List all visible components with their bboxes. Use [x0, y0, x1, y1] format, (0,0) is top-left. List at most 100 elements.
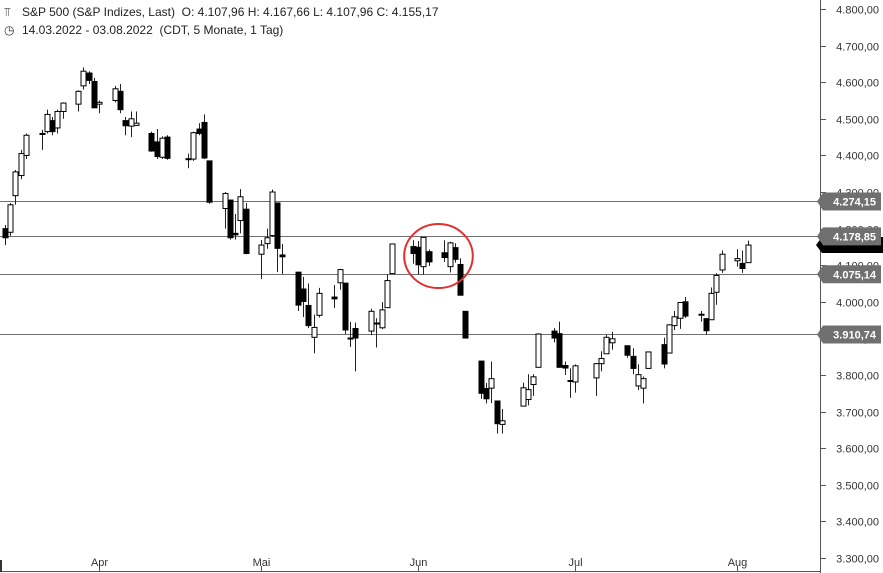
candle-body-down	[478, 360, 485, 394]
candle-body-up	[420, 236, 427, 268]
candle	[311, 314, 318, 354]
candle	[671, 310, 678, 330]
candle	[420, 236, 427, 275]
candle-body-up	[96, 101, 103, 105]
candle-body-up	[368, 310, 375, 332]
candle	[389, 243, 396, 275]
y-tick-label: 4.500,00	[836, 115, 879, 127]
candle-body-up	[23, 134, 30, 156]
candle	[7, 202, 14, 236]
candle-body-down	[117, 90, 124, 111]
candle-body-down	[305, 304, 312, 327]
candle	[368, 308, 375, 336]
candle-body-down	[154, 141, 161, 157]
candle-body-down	[739, 262, 746, 269]
candlestick-icon: ⫪	[4, 5, 11, 19]
candle-body-up	[645, 351, 652, 369]
candle	[603, 334, 610, 355]
candle-body-up	[708, 292, 715, 321]
candle	[12, 170, 19, 205]
candle-body-up	[719, 253, 726, 271]
candle-body-down	[274, 202, 281, 249]
candle-body-up	[666, 324, 673, 354]
x-tick-label: Mai	[253, 557, 271, 569]
candle	[39, 129, 46, 150]
candle-body-up	[258, 244, 265, 255]
candle-body-up	[603, 336, 610, 355]
candle-body-up	[54, 110, 61, 129]
candle	[227, 199, 234, 240]
candle-body-down	[415, 246, 422, 266]
candle-body-up	[7, 204, 14, 233]
level-label: 4.178,85	[833, 231, 876, 243]
candle-body-up	[525, 389, 532, 401]
candle	[630, 348, 637, 375]
candle	[609, 331, 616, 350]
y-tick-label: 4.400,00	[836, 151, 879, 163]
candle	[60, 102, 67, 119]
candle-body-down	[206, 160, 213, 203]
candle-body-up	[745, 244, 752, 264]
candle	[269, 189, 276, 238]
candle-body-up	[698, 313, 705, 316]
candle	[305, 283, 312, 329]
candle	[201, 114, 208, 160]
candle	[164, 135, 171, 160]
y-tick-label: 3.800,00	[836, 371, 879, 383]
candle	[483, 383, 490, 404]
candle	[91, 77, 98, 109]
candles	[2, 67, 752, 434]
level-label-bg	[817, 325, 881, 344]
candle	[677, 302, 684, 329]
candle	[337, 268, 344, 290]
candle	[415, 241, 422, 275]
candle	[719, 250, 726, 273]
candle	[499, 409, 506, 434]
level-label: 4.274,15	[833, 196, 876, 208]
candle	[148, 131, 155, 152]
candle-body-down	[352, 328, 359, 339]
candle	[300, 276, 307, 318]
level-labels: 4.274,15 4.178,85 4.075,14 3.910,74	[816, 192, 883, 344]
candle	[117, 84, 124, 114]
scroll-marker	[0, 560, 2, 572]
candle	[316, 287, 323, 318]
candle-body-up	[671, 316, 678, 327]
candle-body-down	[86, 72, 93, 81]
candle	[640, 376, 647, 404]
candle-body-down	[300, 288, 307, 302]
candle-body-up	[734, 258, 741, 262]
candle-body-up	[379, 309, 386, 329]
candle	[645, 351, 652, 369]
candle	[112, 85, 119, 103]
candle-body-up	[337, 269, 344, 284]
candle	[122, 116, 129, 136]
candle	[274, 202, 281, 273]
candle-body-down	[462, 310, 469, 339]
candle	[80, 67, 87, 90]
candle	[342, 282, 349, 335]
candle-body-up	[677, 302, 684, 319]
candle	[86, 71, 93, 85]
candle-body-up	[316, 292, 323, 316]
candle-body-up	[640, 378, 647, 389]
candle	[666, 324, 673, 354]
x-tick-label: Jun	[410, 557, 428, 569]
candle	[243, 202, 250, 255]
ohlc-values: O: 4.107,96 H: 4.167,66 L: 4.107,96 C: 4…	[181, 5, 439, 19]
candle-body-down	[624, 345, 631, 356]
x-tick-label: Apr	[91, 557, 108, 569]
candle	[379, 302, 386, 330]
level-label-bg	[817, 265, 881, 284]
y-tick-label: 4.800,00	[836, 5, 879, 17]
level-label-bg	[817, 192, 881, 211]
date-range: 14.03.2022 - 03.08.2022	[22, 23, 153, 37]
candle	[525, 374, 532, 406]
candle-body-up	[159, 137, 166, 158]
candle	[373, 318, 380, 348]
candle	[520, 382, 527, 407]
level-label: 4.075,14	[833, 269, 877, 281]
level-label-bg	[817, 227, 881, 246]
candle-body-down	[682, 301, 689, 317]
